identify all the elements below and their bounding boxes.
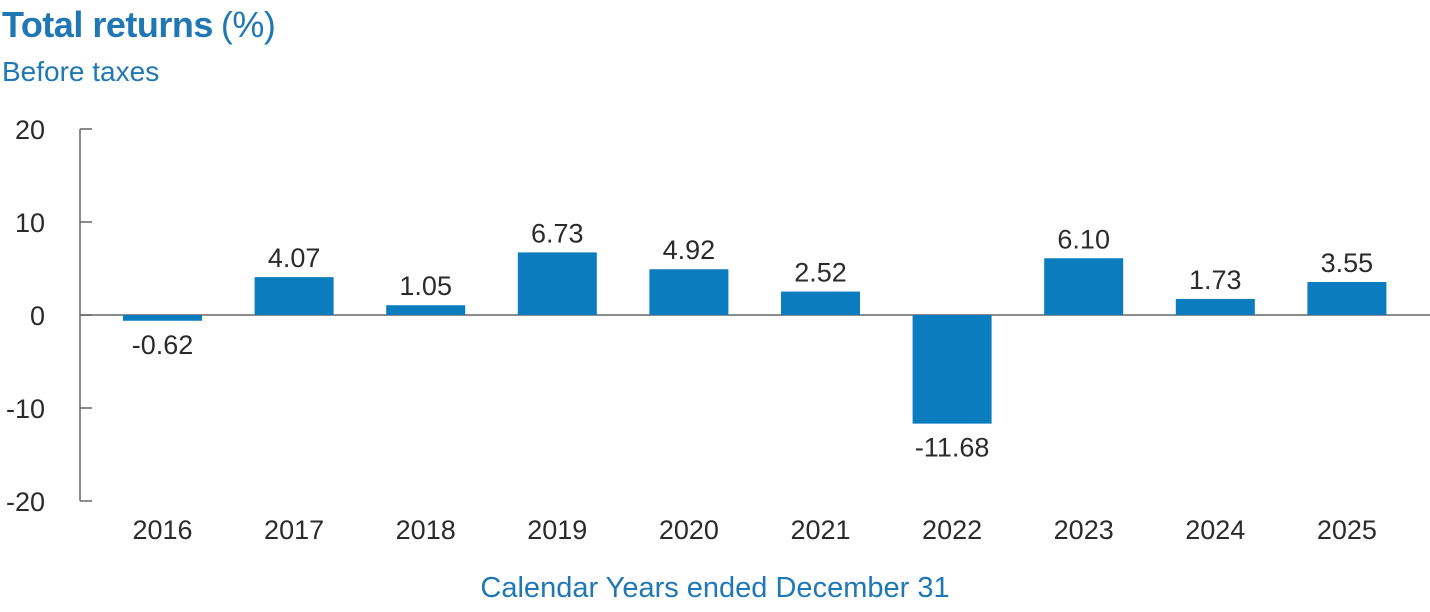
y-tick-label: -20: [6, 487, 45, 517]
bar-value-label: 6.73: [531, 218, 584, 248]
y-tick-label: 0: [30, 301, 45, 331]
bar: [123, 315, 202, 321]
bar-value-label: -11.68: [915, 433, 990, 463]
bar: [517, 252, 597, 315]
y-tick-label: -10: [6, 394, 45, 424]
chart-subtitle: Before taxes: [2, 56, 160, 87]
y-tick-label: 10: [15, 208, 45, 238]
y-axis: 20 10 0 -10 -20: [6, 115, 92, 517]
bar-value-label: 1.05: [399, 271, 452, 301]
bar-value-label: 1.73: [1189, 265, 1242, 295]
bar-value-label: 4.07: [268, 243, 321, 273]
x-tick-label: 2018: [396, 515, 456, 545]
bar-value-label: 2.52: [794, 258, 847, 288]
bar: [254, 277, 334, 315]
value-labels: -0.62 4.07 1.05 6.73 4.92 2.52 -11.68 6.10 1.73 3…: [132, 218, 1373, 462]
x-tick-label: 2020: [659, 515, 719, 545]
bar-value-label: -0.62: [132, 330, 194, 360]
bar-value-label: 6.10: [1057, 224, 1110, 254]
chart-title: Total returns (%): [2, 0, 902, 50]
bar: [386, 305, 466, 315]
x-tick-label: 2022: [922, 515, 982, 545]
bar: [1175, 298, 1255, 315]
y-tick-label: 20: [15, 115, 45, 145]
x-tick-label: 2023: [1054, 515, 1114, 545]
x-tick-label: 2021: [790, 515, 850, 545]
bar: [1307, 281, 1387, 315]
x-tick-label: 2019: [527, 515, 587, 545]
x-tick-label: 2024: [1185, 515, 1245, 545]
x-tick-labels: 2016 2017 2018 2019 2020 2021 2022 2023 2024 2025: [132, 515, 1376, 545]
bar: [781, 291, 860, 315]
chart-header: Total returns (%) Before taxes: [2, 0, 902, 87]
bar: [649, 269, 729, 315]
chart-title-unit: (%): [220, 4, 276, 45]
bars: [123, 252, 1387, 424]
x-tick-label: 2016: [132, 515, 192, 545]
x-tick-label: 2017: [264, 515, 324, 545]
x-tick-label: 2025: [1317, 515, 1377, 545]
bar: [912, 315, 992, 424]
bar-value-label: 3.55: [1321, 248, 1374, 278]
bar-value-label: 4.92: [663, 235, 716, 265]
chart-title-text: Total returns: [2, 4, 213, 45]
bar: [1044, 258, 1124, 315]
x-axis-label: Calendar Years ended December 31: [480, 572, 950, 604]
